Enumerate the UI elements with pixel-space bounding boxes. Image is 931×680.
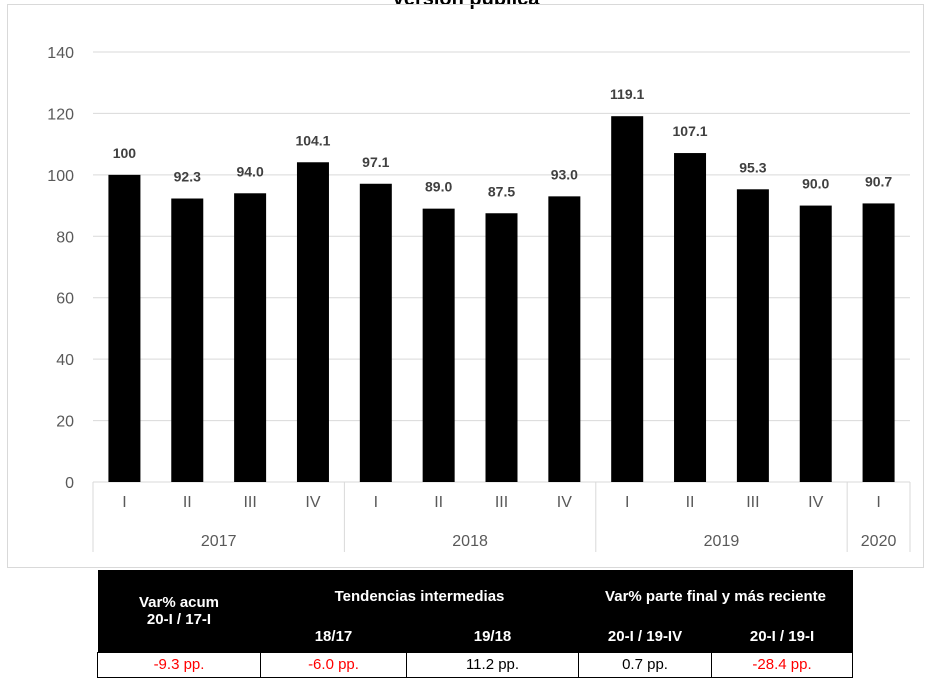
- data-label: 119.1: [610, 86, 644, 102]
- var-acum-header: Var% acum 20-I / 17-I: [97, 570, 261, 652]
- data-label: 89.0: [425, 179, 452, 195]
- data-label: 90.7: [865, 173, 892, 189]
- data-label: 107.1: [673, 123, 708, 139]
- parte-final-header: Var% parte final y más reciente: [578, 570, 853, 622]
- x-tick-label: II: [686, 494, 695, 511]
- bar: [234, 193, 267, 483]
- value-20i-19i: -28.4 pp.: [711, 651, 854, 678]
- data-label: 95.3: [739, 159, 766, 175]
- x-tick-label: I: [122, 494, 126, 511]
- bar: [862, 203, 895, 482]
- value-var-acum: -9.3 pp.: [97, 651, 261, 678]
- x-tick-label: IV: [305, 494, 320, 511]
- x-tick-label: I: [876, 494, 880, 511]
- data-label: 87.5: [488, 183, 515, 199]
- data-label: 92.3: [174, 169, 201, 185]
- tendencias-header: Tendencias intermedias: [260, 570, 579, 622]
- bar: [359, 183, 392, 482]
- bar-chart: 0 20 40 60 80 100 120 140 2017 2018 2019 2020 100 I 92…: [47, 45, 911, 552]
- bar: [422, 208, 455, 482]
- y-tick-label: 40: [56, 352, 74, 369]
- bar: [296, 162, 329, 482]
- bar: [674, 153, 707, 483]
- y-tick-label: 100: [47, 168, 74, 185]
- x-tick-label: II: [183, 494, 192, 511]
- y-tick-label: 120: [47, 106, 74, 123]
- value-20i-19iv: 0.7 pp.: [578, 651, 713, 678]
- y-tick-label: 0: [65, 475, 74, 492]
- data-label: 93.0: [551, 166, 578, 182]
- y-tick-label: 60: [56, 291, 74, 308]
- y-tick-label: 20: [56, 414, 74, 431]
- bar: [736, 189, 769, 483]
- data-label: 100: [113, 145, 137, 161]
- subheader-20i-19i: 20-I / 19-I: [711, 622, 853, 652]
- value-19-18: 11.2 pp.: [405, 651, 580, 678]
- x-tick-label: II: [434, 494, 443, 511]
- x-tick-label: I: [625, 494, 629, 511]
- y-tick-label: 80: [56, 229, 74, 246]
- chart-title: Versión pública: [0, 0, 931, 11]
- subheader-19-18: 19/18: [406, 622, 579, 652]
- bar: [108, 174, 141, 482]
- year-label: 2019: [704, 533, 740, 550]
- data-label: 90.0: [802, 176, 829, 192]
- x-tick-label: III: [495, 494, 508, 511]
- summary-table: Var% acum 20-I / 17-I Tendencias interme…: [97, 570, 854, 678]
- chart-frame: [7, 4, 924, 568]
- bar: [611, 116, 644, 482]
- var-acum-header-line1: Var% acum: [138, 593, 220, 611]
- bar: [485, 213, 518, 482]
- x-tick-label: III: [746, 494, 759, 511]
- value-18-17: -6.0 pp.: [260, 651, 407, 678]
- data-label: 94.0: [236, 163, 263, 179]
- x-tick-label: IV: [557, 494, 572, 511]
- var-acum-header-line2: 20-I / 17-I: [146, 610, 212, 628]
- subheader-20i-19iv: 20-I / 19-IV: [578, 622, 712, 652]
- x-tick-label: III: [243, 494, 256, 511]
- x-tick-label: IV: [808, 494, 823, 511]
- year-label: 2017: [201, 533, 237, 550]
- y-tick-label: 140: [47, 45, 74, 62]
- subheader-18-17: 18/17: [260, 622, 407, 652]
- values-row: -9.3 pp. -6.0 pp. 11.2 pp. 0.7 pp. -28.4…: [97, 651, 854, 678]
- bar: [548, 196, 581, 482]
- data-label: 104.1: [295, 132, 330, 148]
- data-label: 97.1: [362, 154, 389, 170]
- bar: [171, 198, 204, 482]
- year-label: 2020: [861, 533, 897, 550]
- x-tick-label: I: [374, 494, 378, 511]
- year-label: 2018: [452, 533, 488, 550]
- bar: [799, 205, 832, 483]
